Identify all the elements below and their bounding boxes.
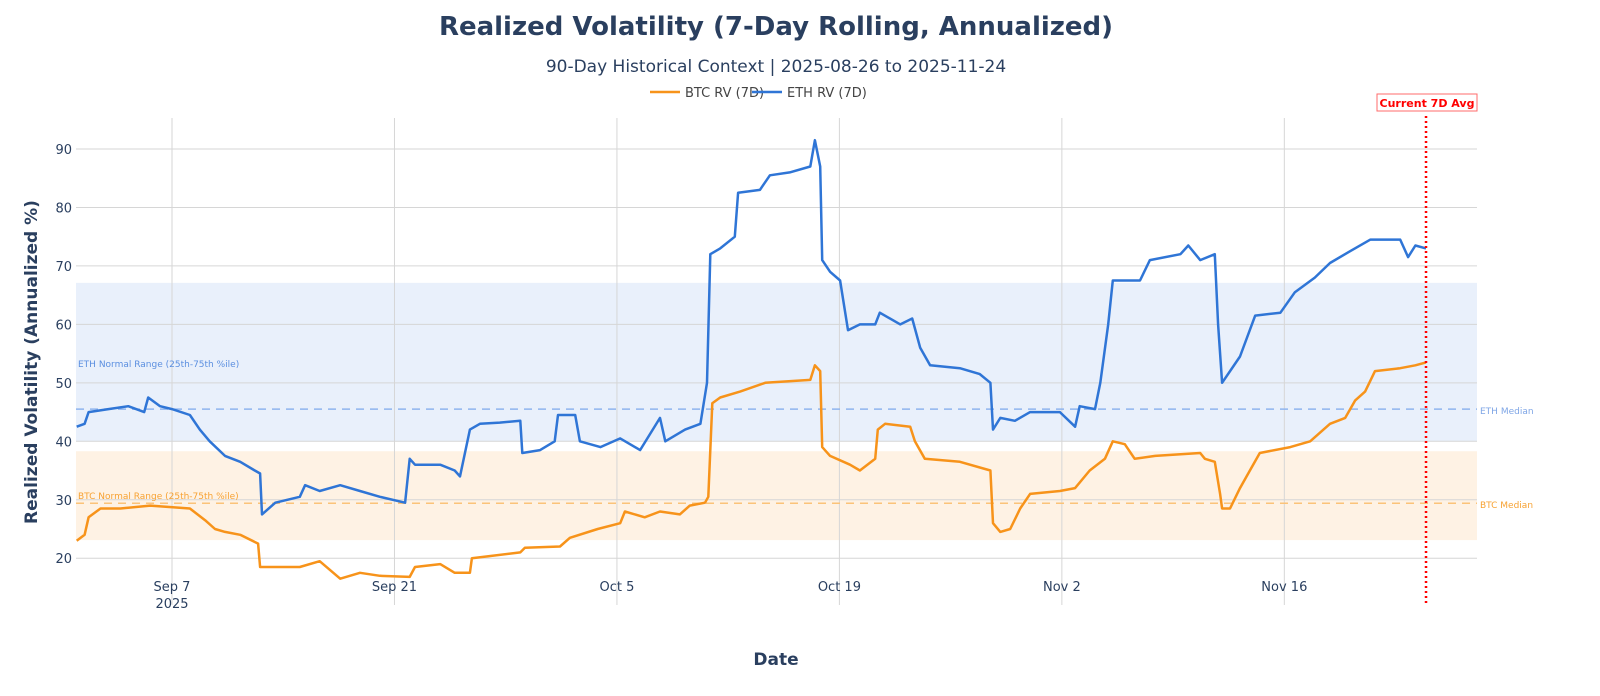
- chart-subtitle: 90-Day Historical Context | 2025-08-26 t…: [546, 57, 1006, 77]
- x-tick-year-label: 2025: [155, 597, 188, 612]
- btc-band-label: BTC Normal Range (25th-75th %ile): [78, 492, 239, 502]
- btc-normal-band: [76, 451, 1477, 541]
- eth-rv-line: [76, 138, 1427, 516]
- x-tick-label: Oct 5: [599, 580, 634, 595]
- legend-label-btc: BTC RV (7D): [685, 86, 764, 101]
- eth-band-label: ETH Normal Range (25th-75th %ile): [78, 360, 239, 370]
- axis-ticks: 20 30 40 50 60 70 80 90 Sep 7 2025 Sep 21 Oct 5 Oct …: [55, 143, 1307, 612]
- annotation-box: [1376, 93, 1478, 112]
- y-tick-label: 60: [55, 318, 72, 333]
- x-tick-label: Sep 7: [154, 580, 191, 595]
- legend-label-eth: ETH RV (7D): [787, 86, 867, 101]
- current-avg-annotation: Current 7D Avg: [1376, 93, 1478, 112]
- x-tick-label: Oct 19: [818, 580, 861, 595]
- btc-rv-line: [75, 361, 1427, 580]
- legend-item-eth[interactable]: ETH RV (7D): [752, 86, 867, 101]
- x-tick-label: Nov 16: [1261, 580, 1307, 595]
- y-tick-label: 50: [55, 377, 72, 392]
- eth-normal-band: [76, 282, 1477, 442]
- x-tick-label: Sep 21: [372, 580, 417, 595]
- median-lines: [76, 408, 1477, 505]
- y-axis-title: Realized Volatility (Annualized %): [22, 200, 42, 524]
- annotation-label: Current 7D Avg: [1380, 97, 1475, 110]
- series-lines: [75, 138, 1427, 580]
- normal-range-bands: [76, 282, 1477, 541]
- y-tick-label: 30: [55, 494, 72, 509]
- gridlines: [76, 118, 1477, 605]
- x-axis-title: Date: [753, 650, 798, 670]
- legend-item-btc[interactable]: BTC RV (7D): [650, 86, 764, 101]
- y-tick-label: 80: [55, 201, 72, 216]
- x-tick-label: Nov 2: [1043, 580, 1081, 595]
- y-tick-label: 20: [55, 552, 72, 567]
- legend: BTC RV (7D) ETH RV (7D): [650, 86, 867, 101]
- chart-title: Realized Volatility (7-Day Rolling, Annu…: [439, 12, 1113, 42]
- eth-median-label: ETH Median: [1480, 407, 1534, 417]
- y-tick-label: 70: [55, 260, 72, 275]
- btc-median-label: BTC Median: [1480, 501, 1533, 511]
- y-tick-label: 40: [55, 435, 72, 450]
- y-tick-label: 90: [55, 143, 72, 158]
